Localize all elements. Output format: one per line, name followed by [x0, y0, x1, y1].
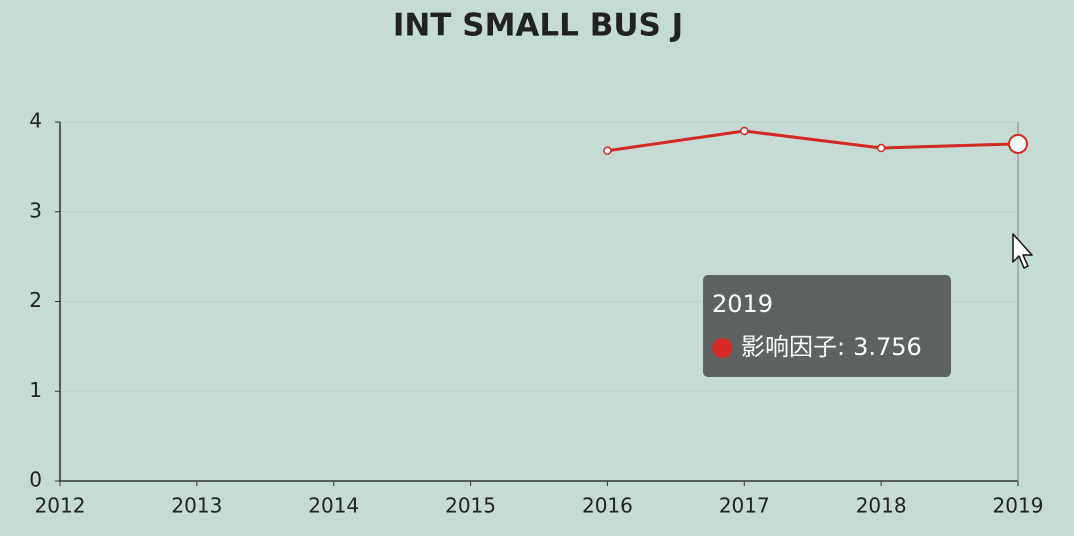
x-tick-label: 2019: [993, 494, 1044, 518]
y-tick-label: 4: [29, 109, 42, 133]
y-tick-label: 0: [29, 468, 42, 492]
data-point: [603, 146, 612, 155]
mouse-cursor: [1012, 233, 1033, 269]
data-point: [876, 143, 886, 153]
tooltip-series-name: 影响因子: [741, 333, 837, 361]
tooltip-box: [703, 275, 951, 377]
chart-title: INT SMALL BUS J: [393, 8, 683, 44]
x-tick-label: 2012: [35, 494, 86, 518]
tooltip-separator: :: [837, 333, 845, 361]
x-tick-label: 2014: [308, 494, 359, 518]
tooltip-title: 2019: [712, 290, 773, 318]
y-tick-label: 1: [29, 378, 42, 402]
x-tick-label: 2013: [171, 494, 222, 518]
series-line: [607, 129, 1019, 153]
data-point: [1008, 133, 1028, 154]
x-tick-label: 2017: [719, 494, 770, 518]
data-point: [740, 126, 749, 136]
tooltip-label: 影响因子:3.756: [741, 333, 922, 361]
y-tick-label: 2: [29, 288, 42, 312]
tooltip-value: 3.756: [853, 333, 922, 361]
y-tick-label: 3: [29, 198, 42, 222]
x-tick-label: 2015: [445, 494, 496, 518]
tooltip: 2019 影响因子:3.756: [703, 275, 951, 377]
tooltip-marker: [712, 338, 732, 358]
x-tick-label: 2018: [856, 494, 907, 518]
x-tick-label: 2016: [582, 494, 633, 518]
